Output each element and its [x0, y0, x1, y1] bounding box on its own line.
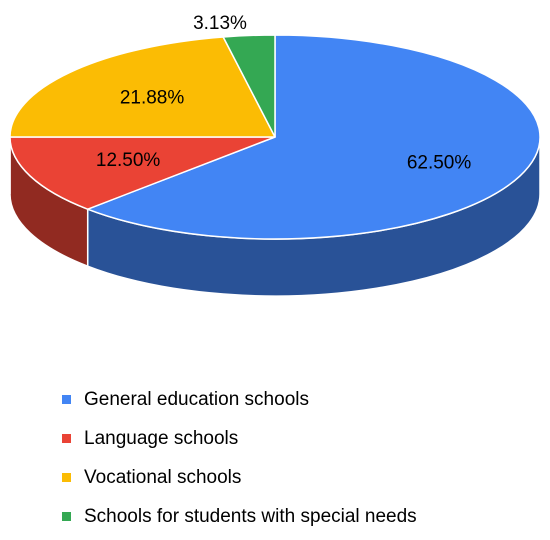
legend-item: General education schools: [62, 380, 417, 419]
pie-slice: [222, 34, 276, 138]
data-label: 12.50%: [96, 150, 161, 171]
legend-swatch: [62, 473, 71, 482]
legend-swatch: [62, 512, 71, 521]
legend-item: Language schools: [62, 419, 417, 458]
legend: General education schools Language schoo…: [62, 380, 417, 536]
pie-chart: 62.50% 12.50% 21.88% 3.13%: [9, 13, 541, 297]
legend-label: Schools for students with special needs: [84, 505, 417, 527]
pie-slice: [9, 36, 276, 138]
data-label: 21.88%: [120, 88, 185, 109]
legend-item: Schools for students with special needs: [62, 497, 417, 536]
pie-slice: [86, 34, 541, 240]
data-label: 62.50%: [407, 153, 472, 174]
legend-label: General education schools: [84, 388, 309, 410]
legend-swatch: [62, 434, 71, 443]
legend-label: Vocational schools: [84, 466, 242, 488]
legend-swatch: [62, 395, 71, 404]
legend-label: Language schools: [84, 427, 239, 449]
legend-item: Vocational schools: [62, 458, 417, 497]
pie-tops: [9, 34, 541, 240]
pie-slice: [9, 136, 276, 210]
data-label: 3.13%: [193, 13, 247, 34]
pie-labels: 62.50% 12.50% 21.88% 3.13%: [96, 13, 471, 174]
